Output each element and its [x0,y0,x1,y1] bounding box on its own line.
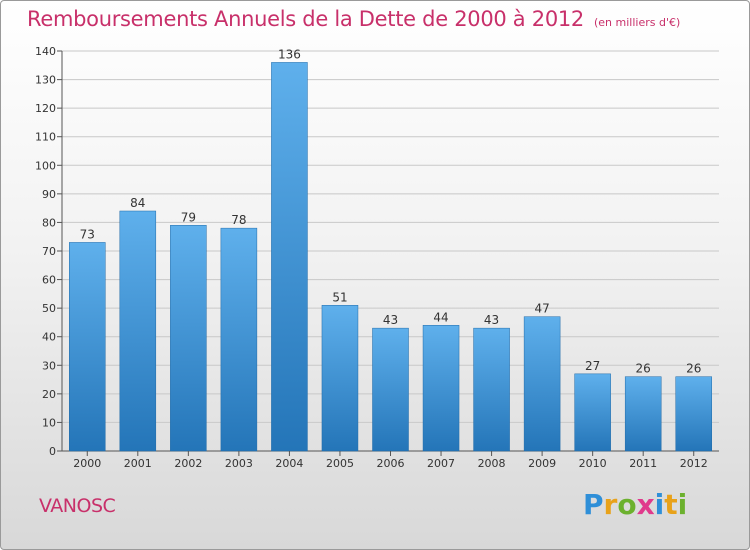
bar [271,62,308,452]
y-tick-label: 60 [42,274,56,287]
bar-value-label: 26 [686,362,701,376]
y-tick-label: 40 [42,331,56,344]
y-tick-label: 140 [35,45,56,58]
bar-value-label: 79 [181,210,196,224]
bar-value-label: 26 [636,362,651,376]
y-tick-label: 10 [42,416,56,429]
bar-value-label: 27 [585,359,600,373]
brand-letter: o [617,488,637,521]
y-tick-label: 20 [42,388,56,401]
brand-letter: P [583,488,604,521]
y-tick-label: 30 [42,359,56,372]
y-tick-label: 130 [35,74,56,87]
x-tick-label: 2004 [275,457,303,470]
x-tick-label: 2008 [478,457,506,470]
x-tick-label: 2009 [528,457,556,470]
x-tick-label: 2000 [73,457,101,470]
bar [321,305,359,452]
chart-title-text: Remboursements Annuels de la Dette de 20… [27,7,584,31]
bar-value-label: 84 [130,196,145,210]
x-tick-label: 2005 [326,457,354,470]
x-tick-label: 2011 [629,457,657,470]
x-tick-label: 2006 [377,457,405,470]
y-tick-label: 0 [49,445,56,458]
y-tick-label: 70 [42,245,56,258]
x-tick-label: 2001 [124,457,152,470]
brand-letter: i [677,488,688,521]
commune-name: VANOSC [39,495,116,517]
chart-title: Remboursements Annuels de la Dette de 20… [27,7,680,31]
bar [119,210,157,452]
bar-value-label: 73 [80,227,95,241]
bar-chart: 0 10 20 30 40 50 60 70 80 90 100 110 120 130 140 73 2000… [35,45,719,470]
x-tick-label: 2002 [174,457,202,470]
x-tick-label: 2010 [579,457,607,470]
bar [220,227,258,452]
bar [372,327,409,452]
bar-value-label: 51 [332,290,347,304]
bar-value-label: 43 [383,313,398,327]
brand-letter: t [664,488,678,521]
x-tick-label: 2003 [225,457,253,470]
y-tick-label: 120 [35,102,56,115]
y-tick-label: 100 [35,159,56,172]
bar [69,242,106,452]
y-tick-label: 110 [35,131,56,144]
bar-value-label: 47 [534,302,549,316]
bar-value-label: 44 [433,310,448,324]
brand-letter: x [636,488,655,521]
bar [675,376,712,452]
y-tick-label: 80 [42,216,56,229]
brand-letter: r [603,488,618,521]
bar [574,373,611,452]
bar-value-label: 136 [278,47,301,61]
chart-subtitle: (en milliers d'€) [594,16,681,29]
y-tick-label: 90 [42,188,56,201]
brand-logo[interactable]: Proxiti [583,488,687,521]
bar [170,225,207,452]
y-tick-label: 50 [42,302,56,315]
bar [422,325,460,452]
bar [473,327,510,452]
bar-value-label: 43 [484,313,499,327]
bar [624,376,662,452]
bar-value-label: 78 [231,213,246,227]
bar [523,316,561,452]
x-tick-label: 2012 [680,457,708,470]
brand-letter: i [654,488,665,521]
x-tick-label: 2007 [427,457,455,470]
